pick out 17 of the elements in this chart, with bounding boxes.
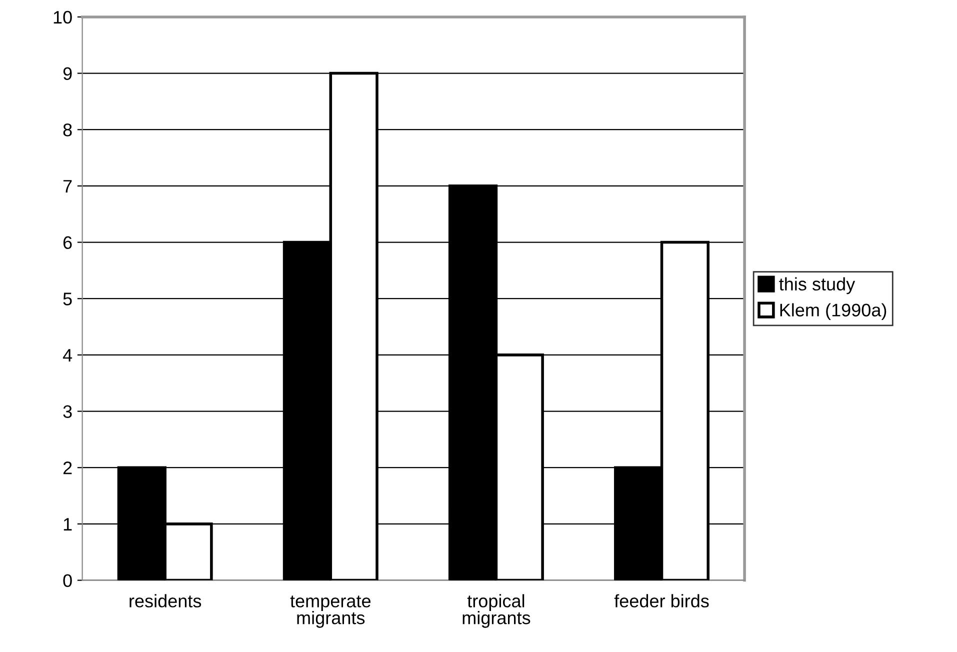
y-tick-label: 1	[64, 518, 72, 530]
x-tick-label: residents	[130, 594, 202, 608]
x-tick-label: temperate migrants	[290, 596, 370, 628]
y-tick-label: 10	[54, 10, 72, 24]
y-tick-label: 9	[63, 67, 72, 80]
y-tick-label: 0	[63, 574, 72, 587]
y-tick-label: 3	[63, 405, 72, 418]
y-tick-label: 2	[63, 462, 72, 474]
y-tick-label: 8	[63, 124, 72, 136]
y-tick-label: 5	[63, 292, 72, 306]
y-tick-label: 6	[63, 236, 72, 250]
x-tick-label: feeder birds	[614, 594, 709, 608]
x-tick-label: tropical migrants	[462, 594, 530, 628]
legend-label: Klem (1990a)	[780, 303, 886, 320]
y-tick-label: 4	[62, 349, 72, 362]
legend-label: this study	[779, 277, 856, 294]
y-tick-label: 7	[63, 180, 72, 192]
